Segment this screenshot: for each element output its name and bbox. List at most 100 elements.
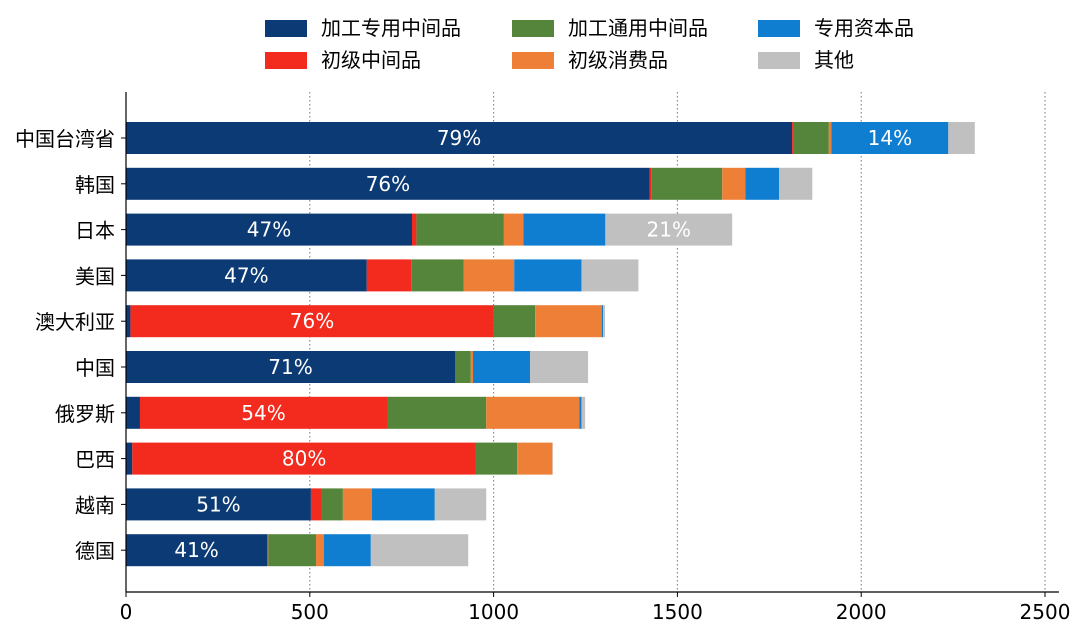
x-tick-label: 0: [120, 600, 133, 624]
bar-澳大利亚-其他: [603, 305, 605, 338]
bar-美国-加工通用中间品: [411, 259, 464, 292]
legend-swatch: [265, 19, 307, 37]
data-label: 71%: [268, 355, 312, 379]
bar-美国-初级消费品: [463, 259, 515, 292]
category-label: 越南: [75, 493, 115, 517]
bar-俄罗斯-其他: [581, 396, 586, 429]
legend-swatch: [265, 51, 307, 69]
value-labels: 79% 14% 76% 47% 21% 47% 76% 71% 54% 80% 51% 41%: [174, 126, 912, 562]
bar-越南-专用资本品: [371, 488, 435, 521]
bar-德国-加工专用中间品: [126, 534, 268, 567]
bar-中国-加工专用中间品: [126, 351, 456, 383]
bar-中国台湾省-加工通用中间品: [793, 122, 829, 154]
bar-越南-初级中间品: [310, 488, 322, 521]
data-label: 80%: [282, 447, 326, 471]
bar-美国-初级中间品: [366, 259, 412, 292]
bar-日本-初级消费品: [503, 213, 524, 246]
data-label: 76%: [366, 172, 410, 196]
bar-中国-加工通用中间品: [455, 351, 471, 383]
bar-巴西-初级消费品: [517, 442, 553, 475]
legend-label: 专用资本品: [814, 16, 914, 40]
bar-德国-初级消费品: [316, 534, 324, 567]
data-label: 54%: [241, 401, 285, 425]
x-tick-label: 1000: [468, 600, 519, 624]
data-label: 41%: [174, 538, 218, 562]
legend-label: 初级中间品: [321, 48, 421, 72]
x-tick-label: 2500: [1020, 600, 1071, 624]
bar-日本-其他: [605, 213, 733, 246]
bar-韩国-加工专用中间品: [126, 167, 650, 200]
bar-中国台湾省-加工专用中间品: [126, 122, 793, 154]
bar-澳大利亚-初级中间品: [130, 305, 494, 338]
legend-label: 加工专用中间品: [321, 16, 461, 40]
bar-日本-初级中间品: [411, 213, 417, 246]
bar-美国-专用资本品: [514, 259, 582, 292]
bar-韩国-其他: [779, 167, 813, 200]
bar-越南-其他: [434, 488, 487, 521]
data-label: 76%: [290, 309, 334, 333]
legend-item-other: 其他: [758, 48, 854, 72]
bar-日本-加工专用中间品: [126, 213, 412, 246]
data-label: 47%: [247, 218, 291, 242]
bar-韩国-加工通用中间品: [651, 167, 723, 200]
bar-德国-初级中间品: [267, 534, 269, 567]
bar-中国台湾省-初级中间品: [792, 122, 794, 154]
bar-韩国-初级中间品: [649, 167, 652, 200]
bar-中国-专用资本品: [473, 351, 530, 383]
bar-中国台湾省-专用资本品: [831, 122, 949, 154]
data-label: 51%: [196, 492, 240, 516]
bar-俄罗斯-初级消费品: [486, 396, 580, 429]
category-label: 德国: [75, 539, 115, 563]
bar-中国-其他: [529, 351, 589, 383]
legend-item-primary-intermediate: 初级中间品: [265, 48, 421, 72]
category-label: 澳大利亚: [35, 310, 115, 334]
bar-巴西-初级中间品: [132, 442, 476, 475]
x-tick-label: 1500: [652, 600, 703, 624]
bar-segments: [126, 122, 975, 567]
bar-韩国-专用资本品: [745, 167, 780, 200]
bar-日本-加工通用中间品: [416, 213, 504, 246]
bar-澳大利亚-专用资本品: [601, 305, 604, 338]
bar-澳大利亚-初级消费品: [535, 305, 602, 338]
bar-中国-初级消费品: [470, 351, 474, 383]
bar-俄罗斯-加工专用中间品: [126, 396, 140, 429]
legend-item-processed-specific: 加工专用中间品: [265, 16, 461, 40]
data-label: 21%: [647, 218, 691, 242]
legend-item-processed-general: 加工通用中间品: [512, 16, 708, 40]
bar-俄罗斯-专用资本品: [579, 396, 582, 429]
data-label: 14%: [868, 126, 912, 150]
bar-中国台湾省-其他: [948, 122, 975, 154]
category-label: 中国台湾省: [15, 127, 115, 151]
bar-日本-专用资本品: [523, 213, 606, 246]
bar-巴西-加工专用中间品: [126, 442, 133, 475]
bar-澳大利亚-加工专用中间品: [126, 305, 131, 338]
category-label: 日本: [75, 219, 115, 243]
bar-越南-初级消费品: [342, 488, 372, 521]
legend-swatch: [758, 19, 800, 37]
bar-澳大利亚-加工通用中间品: [493, 305, 536, 338]
bar-德国-专用资本品: [323, 534, 371, 567]
legend-item-primary-consumer: 初级消费品: [512, 48, 668, 72]
legend-swatch: [758, 51, 800, 69]
legend-swatch: [512, 51, 554, 69]
bar-俄罗斯-初级中间品: [139, 396, 387, 429]
data-label: 79%: [437, 126, 481, 150]
bar-德国-加工通用中间品: [268, 534, 317, 567]
legend-swatch: [512, 19, 554, 37]
bar-美国-其他: [581, 259, 639, 292]
bar-美国-加工专用中间品: [126, 259, 367, 292]
bar-德国-其他: [370, 534, 469, 567]
category-label: 俄罗斯: [55, 402, 115, 426]
category-label: 韩国: [75, 173, 115, 197]
bar-巴西-加工通用中间品: [475, 442, 518, 475]
x-tick-label: 500: [291, 600, 329, 624]
data-label: 47%: [224, 263, 268, 287]
bar-俄罗斯-加工通用中间品: [386, 396, 487, 429]
bar-中国台湾省-初级消费品: [828, 122, 832, 154]
bar-越南-加工专用中间品: [126, 488, 311, 521]
legend-label: 其他: [814, 48, 854, 72]
legend-item-specific-capital: 专用资本品: [758, 16, 914, 40]
category-label: 中国: [75, 356, 115, 380]
